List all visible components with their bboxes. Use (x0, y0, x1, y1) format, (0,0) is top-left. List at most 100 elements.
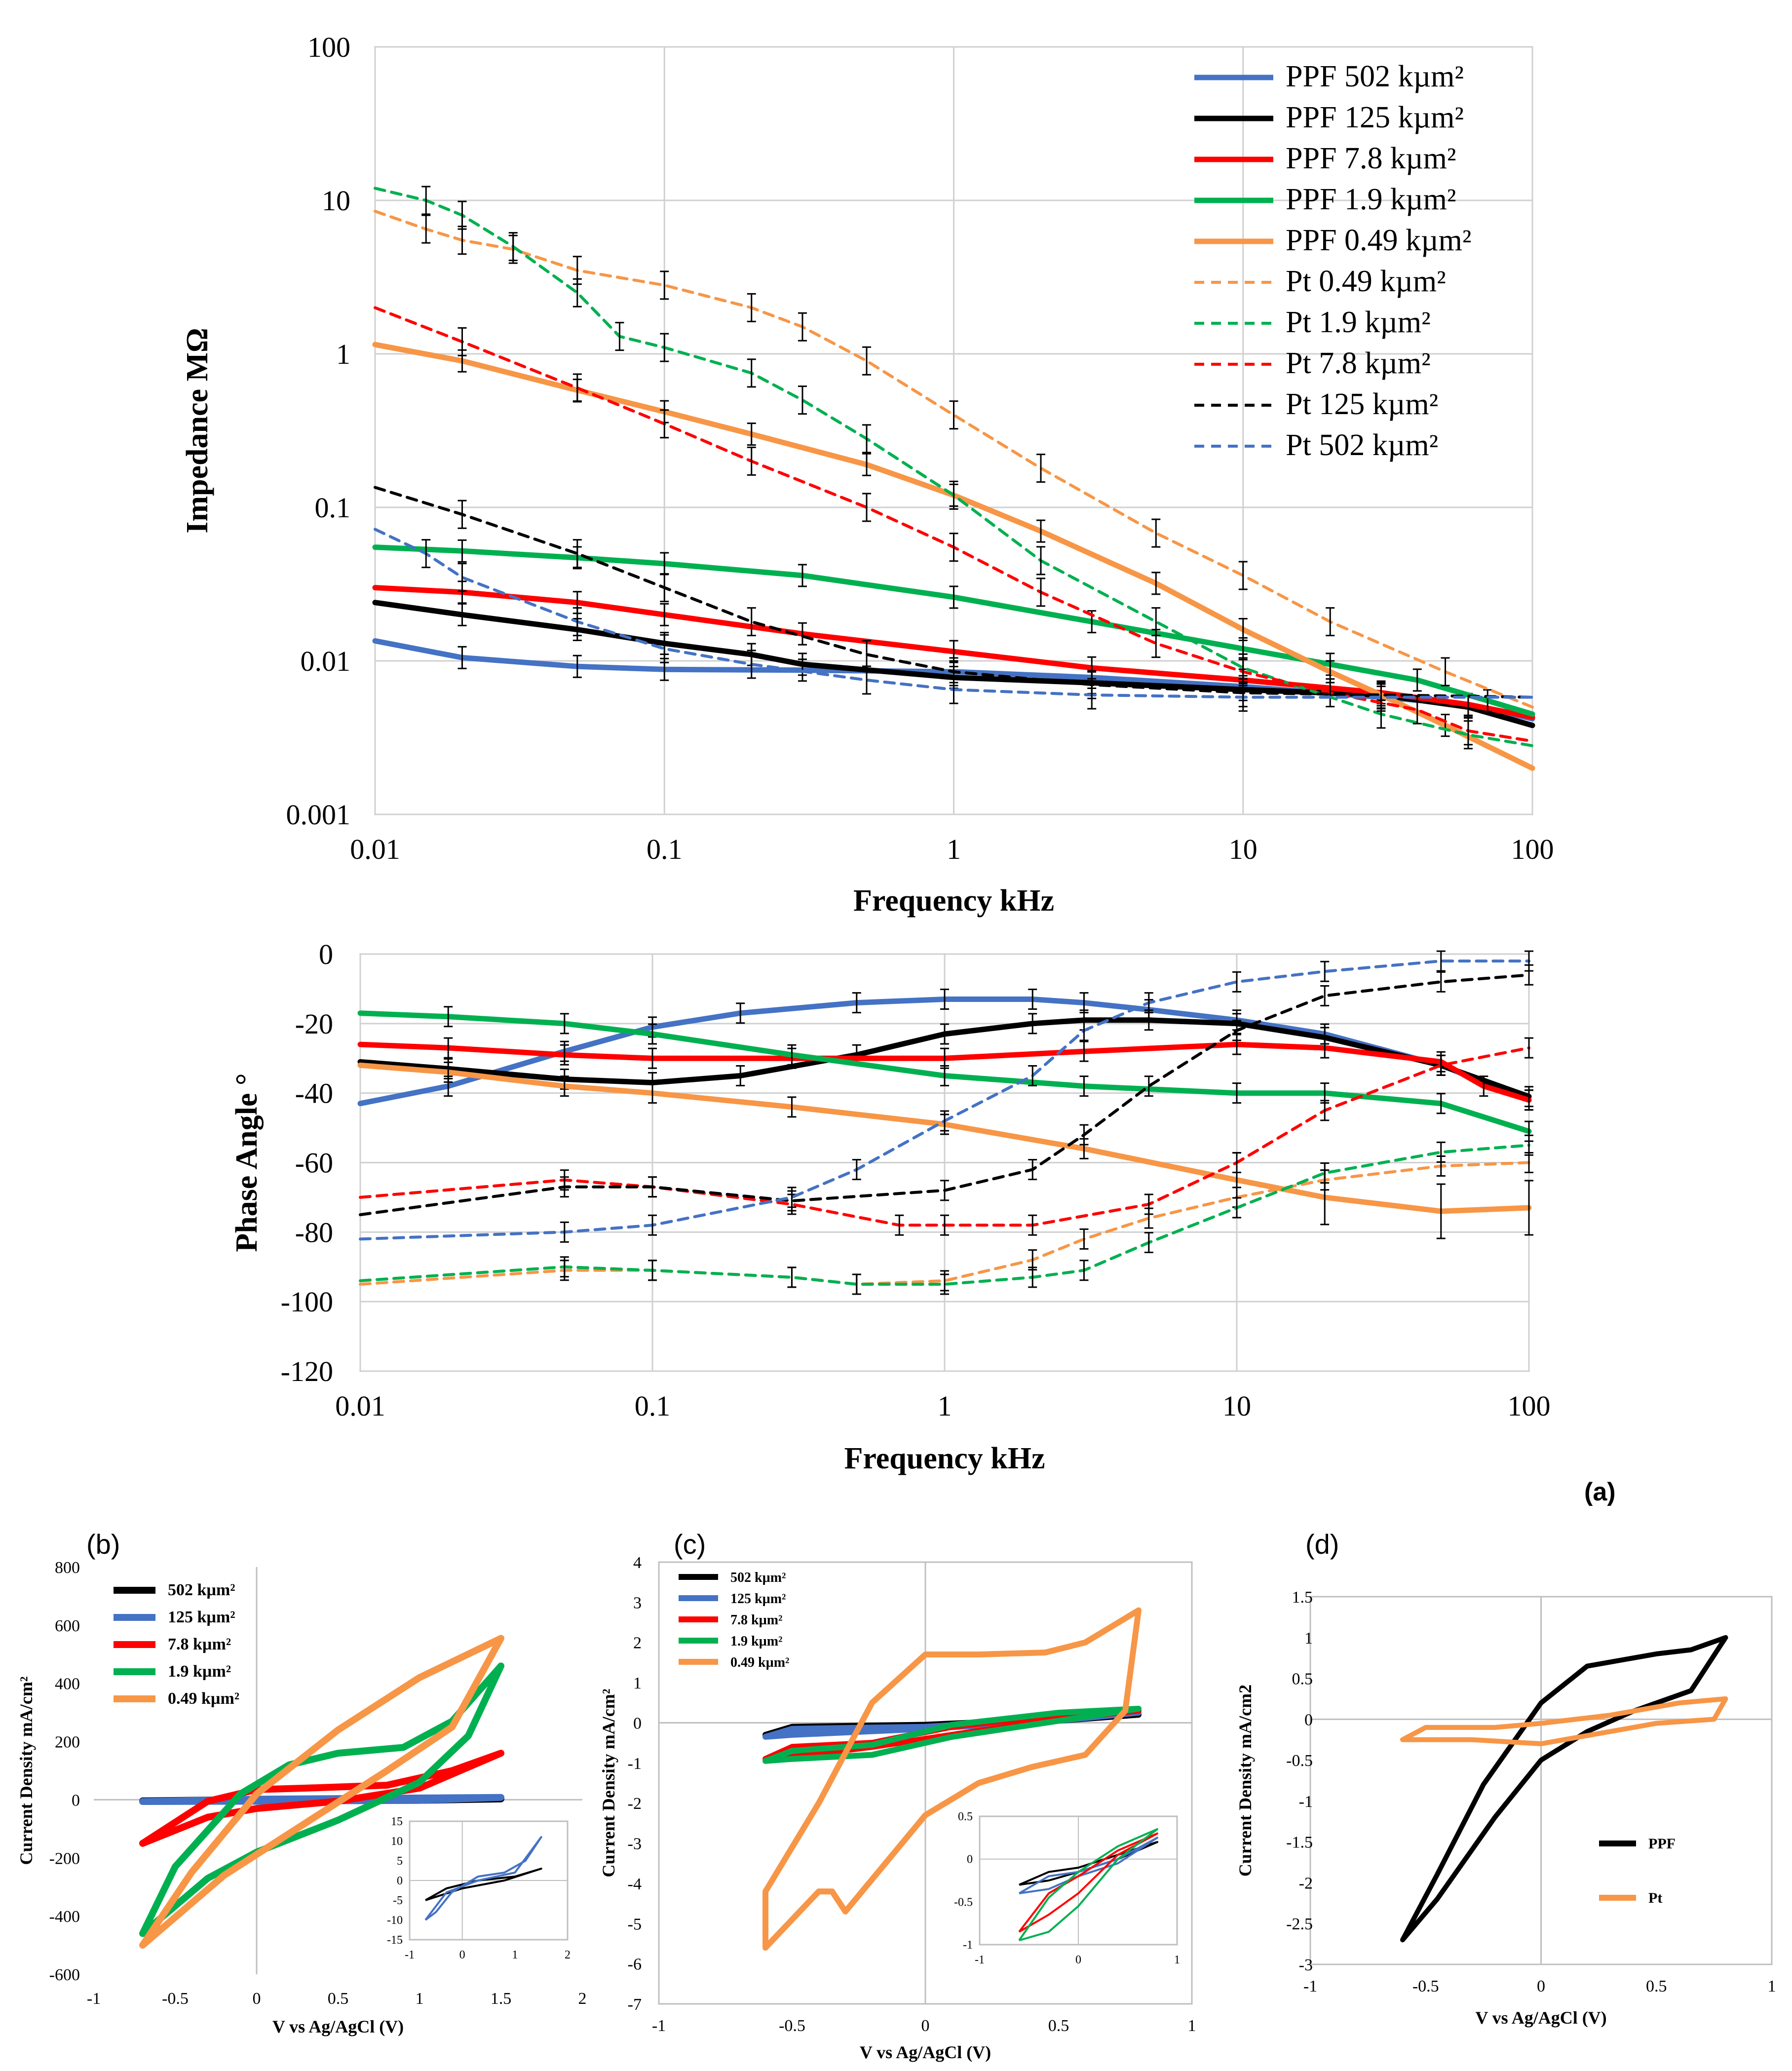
cv_d-y-tick-label: 0.5 (1292, 1670, 1313, 1688)
cv_c-inset-x-tick-label: 0 (1075, 1954, 1081, 1966)
impedance-error-bar (1326, 678, 1335, 708)
cv_c-inset-y-tick-label: -0.5 (954, 1896, 973, 1909)
phase-error-bar (940, 1214, 949, 1236)
impedance-error-bar (862, 665, 872, 695)
panel-label-b: (b) (86, 1529, 120, 1560)
phase-y-tick-label: -80 (295, 1216, 333, 1248)
cv_b-y-tick-label: -400 (49, 1908, 80, 1926)
panel-label-d: (d) (1305, 1529, 1339, 1560)
phase-error-bar (1525, 1037, 1533, 1059)
cv_d-y-tick-label: 1 (1304, 1629, 1313, 1648)
cv_b-legend-label-125-k-m: 125 kµm² (168, 1608, 235, 1626)
cv_b-inset-y-tick-label: 0 (397, 1875, 403, 1887)
phase-error-bar (1232, 1020, 1241, 1041)
phase-x-tick-label: 1 (938, 1390, 952, 1422)
cv_b-x-tick-label: 2 (578, 1990, 587, 2008)
phase-x-tick-label: 10 (1222, 1390, 1251, 1422)
impedance-error-bar (508, 232, 518, 262)
impedance-x-tick-label: 100 (1511, 833, 1554, 865)
phase-error-bar (1320, 960, 1330, 982)
impedance-error-bar (660, 333, 669, 362)
cv_b-y-tick-label: -200 (49, 1849, 80, 1868)
impedance-legend-label-ppf-502-k-m: PPF 502 kµm² (1286, 60, 1464, 93)
cv_c-inset-series-0 (1019, 1841, 1158, 1886)
phase-error-bar (1525, 950, 1533, 972)
cv_c-inset-series-2 (1018, 1832, 1158, 1933)
cv_c-y-tick-label: 4 (633, 1554, 642, 1572)
phase-error-bar (1232, 1152, 1241, 1173)
panel-label-a: (a) (1584, 1478, 1616, 1506)
phase-y-tick-label: -60 (295, 1147, 333, 1179)
impedance-error-bar (1483, 689, 1492, 713)
impedance-x-tick-label: 0.01 (350, 833, 400, 865)
impedance-series-pt-0-49-k-m (374, 210, 1534, 709)
cv_b-inset-x-tick-label: -1 (405, 1949, 415, 1961)
impedance-error-bar (458, 499, 467, 529)
impedance-error-bar (572, 373, 582, 403)
phase-error-bar (560, 1176, 569, 1198)
cv_c-y-tick-label: -5 (628, 1915, 642, 1933)
cv_b-inset-y-tick-label: -5 (393, 1894, 403, 1907)
impedance-legend-label-ppf-0-49-k-m: PPF 0.49 kµm² (1286, 224, 1471, 257)
phase-error-bar (1436, 1054, 1446, 1076)
phase-error-bar (940, 989, 949, 1010)
impedance-error-bar (862, 453, 872, 476)
cv_b-inset-series-0 (425, 1868, 542, 1901)
impedance-error-bar (862, 424, 872, 454)
phase-error-bar (1028, 1214, 1037, 1236)
cv_b-y-tick-label: 800 (55, 1559, 80, 1577)
cv_c-y-tick-label: 2 (633, 1634, 642, 1652)
impedance-error-bar (1463, 716, 1473, 746)
impedance-error-bar (1441, 714, 1450, 737)
cv_c-inset-y-tick-label: 0 (967, 1853, 973, 1866)
phase-error-bar (1079, 1020, 1089, 1041)
cv_c-legend-label-7-8-k-m: 7.8 kµm² (730, 1612, 782, 1628)
phase-error-bar (648, 1176, 657, 1198)
phase-error-bar (1320, 1162, 1330, 1184)
phase-x-tick-label: 0.1 (635, 1390, 671, 1422)
impedance-legend-label-ppf-1-9-k-m: PPF 1.9 kµm² (1286, 183, 1456, 216)
phase-error-bar (1144, 1193, 1153, 1215)
phase-error-bar (560, 1221, 569, 1243)
phase-error-bar (1232, 1082, 1241, 1104)
cv_b-y-axis-title: Current Density mA/cm² (16, 1676, 36, 1865)
impedance-series-ppf-0-49-k-m (372, 342, 1535, 771)
cv_d-y-tick-label: -2 (1299, 1874, 1313, 1892)
impedance-x-tick-label: 0.1 (647, 833, 683, 865)
phase-error-bar (1079, 1260, 1089, 1281)
cv_b-y-tick-label: 0 (72, 1791, 80, 1809)
phase-error-bar (560, 1044, 569, 1066)
impedance-error-bar (458, 327, 467, 356)
cv_b-inset-y-tick-label: -10 (387, 1914, 403, 1927)
impedance-error-bar (615, 322, 624, 351)
phase-error-bar (1028, 1159, 1037, 1181)
impedance-error-bar (1036, 454, 1045, 483)
phase-error-bar (1144, 1075, 1153, 1097)
impedance-x-tick-label: 10 (1229, 833, 1258, 865)
impedance-error-bar (747, 293, 756, 322)
impedance-legend-label-pt-1-9-k-m: Pt 1.9 kµm² (1286, 306, 1431, 339)
phase-error-bar (1436, 1141, 1446, 1163)
cv_c-x-tick-label: 0 (921, 2017, 930, 2035)
cv_b-legend-label-0-49-k-m: 0.49 kµm² (168, 1689, 239, 1708)
impedance-error-bar (949, 585, 958, 609)
cv_c-x-tick-label: 1 (1188, 2017, 1196, 2035)
cv_d-x-tick-label: 0.5 (1646, 1977, 1667, 1995)
impedance-y-tick-label: 0.1 (315, 492, 351, 524)
impedance-error-bar (660, 573, 669, 603)
cv_b-legend-label-7-8-k-m: 7.8 kµm² (168, 1635, 231, 1653)
cv_b-legend-label-1-9-k-m: 1.9 kµm² (168, 1662, 231, 1681)
cv_d-legend-label-pt: Pt (1648, 1890, 1662, 1906)
impedance-error-bar (572, 607, 582, 637)
phase-series-ppf-7-8 (357, 1041, 1532, 1103)
cv_d-y-tick-label: 0 (1304, 1711, 1313, 1729)
cv_d-y-tick-label: -2.5 (1286, 1915, 1313, 1933)
phase-error-bar (1479, 1075, 1488, 1097)
impedance-error-bar (660, 634, 669, 663)
phase-error-bar (940, 1110, 949, 1132)
phase-error-bar (1525, 1180, 1533, 1236)
phase-error-bar (852, 1159, 861, 1181)
cv_d-y-axis-title: Current Density mA/cm2 (1235, 1685, 1255, 1877)
cv_c-legend-label-502-k-m: 502 kµm² (730, 1570, 786, 1585)
